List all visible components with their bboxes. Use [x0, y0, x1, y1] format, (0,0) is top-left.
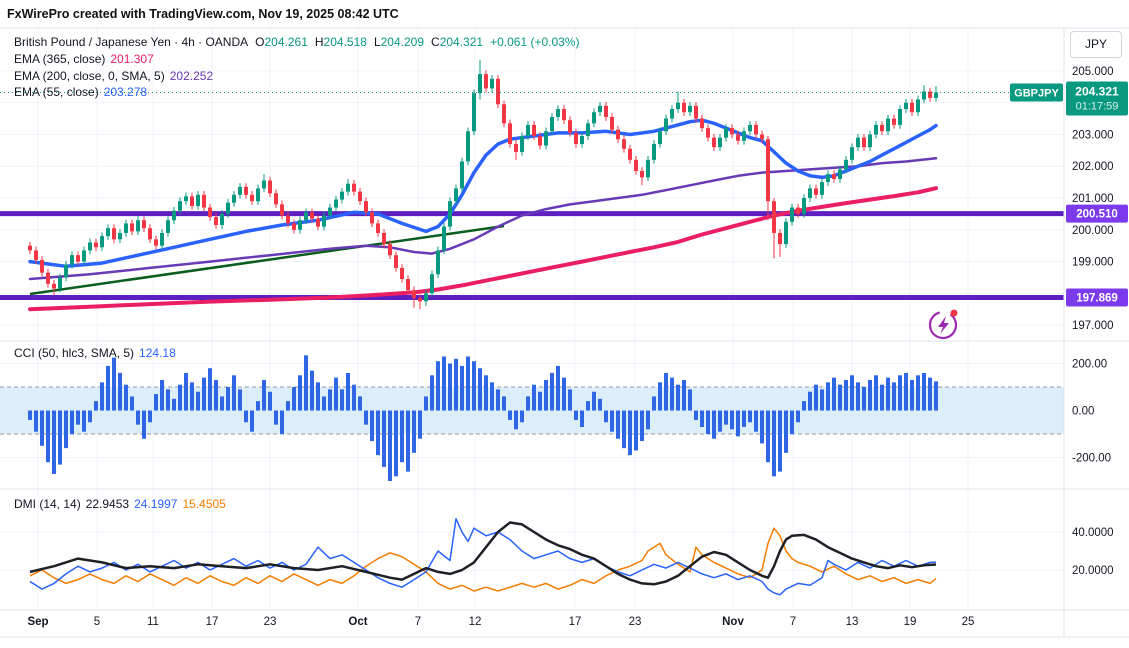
svg-text:Sep: Sep: [27, 616, 48, 628]
flash-event-icon[interactable]: [925, 307, 961, 343]
dmi-adx-value: 22.9453: [85, 497, 130, 511]
svg-text:-200.00: -200.00: [1072, 453, 1111, 465]
price-change: +0.061 (+0.03%): [490, 35, 580, 49]
ohlc-close: C204.321: [431, 35, 484, 49]
ema365-legend[interactable]: EMA (365, close) 201.307: [14, 52, 154, 66]
candlestick-series[interactable]: [28, 59, 938, 310]
ema200-legend[interactable]: EMA (200, close, 0, SMA, 5) 202.252: [14, 69, 214, 83]
ema200-value: 202.252: [169, 69, 214, 83]
ema-200-line: [28, 157, 938, 281]
notification-dot: [950, 309, 958, 317]
svg-text:20.0000: 20.0000: [1072, 565, 1114, 577]
svg-text:17: 17: [206, 616, 219, 628]
svg-text:12: 12: [469, 616, 482, 628]
ohlc-low: L204.209: [373, 35, 425, 49]
dmi-minusdi-value: 15.4505: [182, 497, 226, 511]
dmi-legend[interactable]: DMI (14, 14) 22.9453 24.1997 15.4505: [14, 497, 226, 511]
svg-text:5: 5: [94, 616, 100, 628]
svg-text:25: 25: [962, 616, 975, 628]
time-axis[interactable]: Sep 5 11 17 23 Oct 7 12 17 23 Nov 7 13 19 25: [27, 616, 974, 628]
price-axis[interactable]: 205.000 203.000 202.000 201.000 200.000 199.0…: [1072, 66, 1114, 577]
ema-55-line: [28, 118, 938, 269]
grid-lines: [0, 28, 1064, 610]
svg-text:205.000: 205.000: [1072, 66, 1114, 78]
svg-text:23: 23: [264, 616, 277, 628]
support-resistance-lines: [0, 211, 1064, 300]
svg-text:01:17:59: 01:17:59: [1076, 100, 1119, 112]
svg-text:201.000: 201.000: [1072, 193, 1114, 205]
currency-unit-button[interactable]: JPY: [1070, 31, 1122, 58]
trendline: [29, 224, 505, 296]
svg-text:204.321: 204.321: [1075, 84, 1119, 98]
ema55-legend[interactable]: EMA (55, close) 203.278: [14, 85, 148, 99]
svg-text:19: 19: [904, 616, 917, 628]
current-price-badge: 204.321 01:17:59: [1066, 81, 1128, 116]
dmi-adx-line: [29, 521, 937, 586]
svg-text:203.000: 203.000: [1072, 129, 1114, 141]
cci-legend[interactable]: CCI (50, hlc3, SMA, 5) 124.18: [14, 346, 176, 360]
svg-text:199.000: 199.000: [1072, 257, 1114, 269]
level-price-badge: 200.510: [1066, 204, 1128, 223]
watermark-title: FxWirePro created with TradingView.com, …: [7, 7, 399, 21]
dmi--di-line: [29, 527, 937, 592]
symbol-price-label: GBPJPY: [1010, 83, 1063, 102]
svg-text:200.000: 200.000: [1072, 225, 1114, 237]
svg-text:7: 7: [415, 616, 421, 628]
pane-dividers: [0, 27, 1129, 638]
svg-text:200.510: 200.510: [1076, 209, 1118, 221]
svg-text:17: 17: [569, 616, 582, 628]
svg-text:0.00: 0.00: [1072, 406, 1094, 418]
svg-text:197.000: 197.000: [1072, 320, 1114, 332]
ema-365-line: [28, 186, 938, 312]
svg-text:200.00: 200.00: [1072, 359, 1107, 371]
svg-text:7: 7: [790, 616, 796, 628]
svg-text:11: 11: [147, 616, 159, 628]
svg-text:GBPJPY: GBPJPY: [1014, 87, 1059, 99]
svg-text:23: 23: [629, 616, 642, 628]
symbol-legend[interactable]: British Pound / Japanese Yen · 4h · OAND…: [14, 35, 579, 49]
cci-value: 124.18: [139, 346, 176, 360]
svg-text:197.869: 197.869: [1076, 292, 1118, 304]
dmi-+di-line: [29, 517, 937, 596]
cci-histogram[interactable]: [28, 355, 938, 482]
svg-text:Oct: Oct: [348, 616, 367, 628]
ohlc-open: O204.261: [255, 35, 308, 49]
dmi-lines[interactable]: [29, 517, 937, 596]
ema365-value: 201.307: [110, 52, 154, 66]
level-price-badge: 197.869: [1066, 288, 1128, 307]
svg-text:Nov: Nov: [722, 616, 744, 628]
svg-text:13: 13: [846, 616, 859, 628]
svg-text:202.000: 202.000: [1072, 161, 1114, 173]
dmi-plusdi-value: 24.1997: [134, 497, 178, 511]
symbol-title: British Pound / Japanese Yen · 4h · OAND…: [14, 35, 249, 49]
svg-text:40.0000: 40.0000: [1072, 527, 1114, 539]
ohlc-high: H204.518: [314, 35, 367, 49]
ema55-value: 203.278: [103, 85, 148, 99]
